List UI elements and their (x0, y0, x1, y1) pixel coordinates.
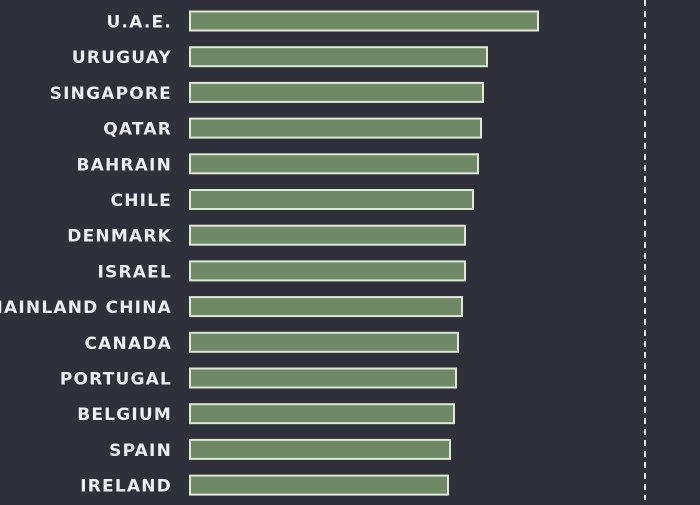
category-label: MAINLAND CHINA (0, 298, 172, 318)
category-label: SPAIN (109, 441, 172, 461)
bar-belgium (189, 403, 455, 425)
category-label: CHILE (111, 191, 172, 211)
bar-portugal (189, 367, 457, 389)
bar-israel (189, 260, 466, 282)
bar-u-a-e (189, 10, 539, 32)
category-label: CANADA (85, 334, 173, 354)
bar-denmark (189, 224, 466, 246)
category-label: PORTUGAL (60, 370, 172, 390)
bar-canada (189, 331, 459, 353)
category-label: IRELAND (80, 477, 172, 497)
bar-singapore (189, 81, 484, 103)
category-label: QATAR (103, 120, 172, 140)
category-label: ISRAEL (98, 262, 172, 282)
bar-uruguay (189, 46, 488, 68)
bars-layer (189, 10, 539, 496)
bar-qatar (189, 117, 482, 139)
category-label: SINGAPORE (50, 84, 172, 104)
category-label: BELGIUM (77, 405, 172, 425)
category-label: U.A.E. (107, 13, 172, 33)
category-label: DENMARK (67, 227, 172, 247)
category-label: URUGUAY (72, 48, 172, 68)
category-label: BAHRAIN (76, 155, 172, 175)
bar-spain (189, 438, 451, 460)
labels-layer: U.A.E. URUGUAY SINGAPORE QATAR BAHRAIN CHILE D… (0, 13, 173, 497)
bar-mainland-china (189, 296, 463, 318)
bar-chile (189, 189, 474, 210)
bar-bahrain (189, 153, 479, 175)
bar-ireland (189, 474, 449, 496)
